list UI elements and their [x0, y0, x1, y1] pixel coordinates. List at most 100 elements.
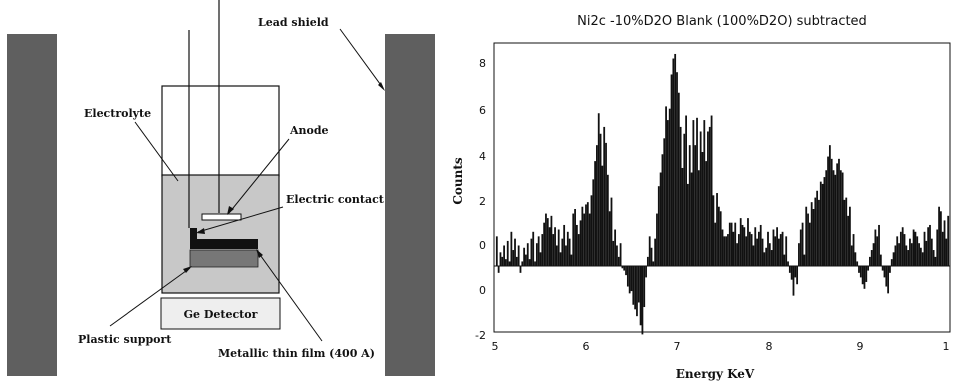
spectrum-bar	[807, 213, 809, 266]
x-tick-label: 9	[857, 340, 864, 353]
spectrum-bar	[727, 234, 729, 266]
spectrum-bar	[730, 222, 733, 266]
spectrum-bar	[838, 158, 840, 266]
spectrum-bar	[750, 234, 753, 266]
spectrum-bar	[648, 236, 651, 266]
spectrum-bar	[697, 170, 700, 266]
spectrum-bar	[519, 266, 522, 273]
spectrum-bar	[745, 236, 748, 266]
spectrum-bar	[910, 243, 913, 266]
spectrum-bar	[577, 234, 580, 266]
spectrum-bar	[883, 266, 886, 278]
spectrum-bar	[619, 243, 622, 266]
spectrum-bar	[688, 145, 691, 266]
spectrum-bar	[521, 261, 524, 266]
spectrum-bar	[850, 245, 853, 266]
spectrum-bar	[692, 120, 695, 266]
anode-plate	[201, 213, 242, 221]
spectrum-bar	[596, 145, 598, 266]
spectrum-bar	[634, 266, 637, 310]
spectrum-bar	[803, 254, 806, 266]
spectrum-bar	[717, 206, 720, 266]
spectrum-bar	[628, 266, 631, 294]
spectrum-bar	[872, 243, 875, 266]
spectrum-bar	[808, 222, 811, 266]
spectrum-bar	[865, 266, 868, 282]
spectrum-bar	[761, 238, 764, 266]
metallic-film-label: Metallic thin film (400 A)	[218, 347, 375, 360]
plastic-support-arrowhead	[183, 266, 192, 273]
spectrum-bar	[841, 172, 844, 266]
spectrum-bar	[801, 222, 804, 266]
spectrum-bar	[763, 252, 766, 266]
spectrum-bar	[590, 195, 593, 266]
spectrum-bar	[947, 215, 950, 266]
spectrum-bar	[532, 231, 535, 266]
spectrum-bar	[703, 120, 706, 266]
spectrum-bar	[625, 266, 627, 276]
spectrum-bar	[605, 142, 607, 266]
spectrum-bar	[701, 152, 704, 266]
spectrum-bar	[940, 211, 942, 266]
spectrum-bar	[534, 261, 536, 266]
spectrum-bar	[572, 213, 575, 266]
spectrum-bar	[674, 53, 677, 267]
spectrum-bar	[909, 238, 911, 266]
electric-contact-label: Electric contact	[286, 193, 385, 206]
spectrum-bar	[739, 218, 742, 266]
bar-series	[495, 53, 950, 335]
spectrum-bar	[554, 227, 556, 266]
spectrum-bar	[679, 126, 682, 266]
spectrum-bar	[861, 266, 864, 285]
spectrum-bar	[650, 247, 653, 266]
spectrum-bar	[843, 199, 846, 266]
spectrum-bar	[636, 266, 638, 317]
spectrum-bar	[839, 170, 842, 266]
spectrum-bar	[672, 58, 675, 266]
x-tick-label: 7	[674, 340, 681, 353]
spectrum-bar	[794, 266, 797, 278]
spectrum-bar	[814, 197, 817, 266]
spectrum-bar	[788, 266, 791, 273]
spectrum-bar	[623, 266, 626, 271]
spectrum-bar	[881, 266, 884, 271]
spectrum-bar	[710, 115, 713, 267]
spectrum-bar	[510, 231, 513, 266]
y-tick-label: 0	[479, 239, 486, 252]
spectrum-bar	[594, 161, 596, 266]
spectrum-bar	[505, 259, 507, 266]
ge-detector-label: Ge Detector	[184, 308, 258, 321]
spectrum-bar	[828, 145, 831, 266]
spectrum-bar	[617, 256, 620, 266]
spectrum-bar	[859, 266, 862, 278]
y-tick-label: 8	[479, 57, 486, 70]
spectrum-bar	[614, 229, 617, 266]
spectrum-bar	[896, 236, 899, 266]
spectrum-bar	[517, 245, 520, 266]
spectrum-bar	[661, 154, 664, 266]
y-tick-label: 2	[479, 195, 486, 208]
spectrum-bar	[796, 266, 799, 285]
spectrum-bar	[657, 186, 660, 266]
electrolyte-label: Electrolyte	[84, 107, 151, 120]
electrolyte-arrow	[134, 121, 179, 182]
spectrum-bar	[916, 236, 919, 266]
spectrum-bar	[719, 211, 722, 266]
spectrum-bar	[721, 229, 724, 266]
spectrum-bar	[523, 247, 526, 266]
spectrum-bar	[783, 254, 786, 266]
spectrum-bar	[885, 266, 888, 287]
spectrum-bar	[830, 158, 833, 266]
spectrum-bar	[754, 227, 757, 266]
spectrum-bar	[659, 172, 662, 266]
plastic-support-block	[189, 249, 259, 268]
spectrum-bar	[670, 74, 673, 266]
spectrum-bar	[663, 138, 666, 266]
spectrum-bar	[930, 238, 933, 266]
spectrum-bar	[665, 106, 667, 267]
y-tick-label: 6	[479, 104, 486, 117]
spectrum-bar	[765, 247, 768, 266]
spectrum-bar	[512, 250, 515, 266]
spectrum-bar	[581, 206, 584, 266]
spectrum-bar	[787, 261, 789, 266]
